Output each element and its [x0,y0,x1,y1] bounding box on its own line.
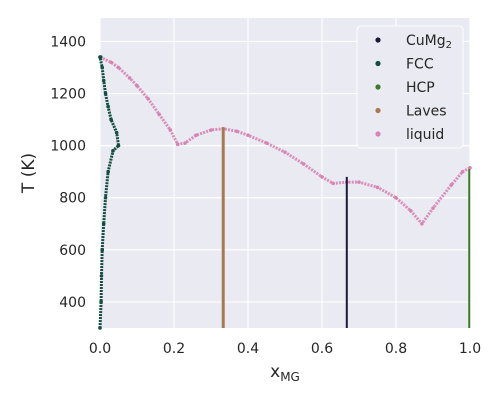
legend-label: FCC [406,57,434,73]
data-point-fcc [116,143,121,148]
legend-marker [375,107,381,114]
y-tick-labels: 400 600 800 1000 1200 1400 [50,34,86,311]
legend-marker [375,37,381,43]
data-series [98,55,472,330]
legend-box [356,25,464,149]
data-point-liquid [431,206,435,210]
data-point-liquid [320,175,324,179]
data-point-fcc [103,91,108,96]
y-tick-label: 1200 [50,87,86,103]
fcc-curve [98,55,120,329]
data-point-fcc [109,117,113,122]
legend-label-main: liquid [406,127,444,143]
legend-label: Laves [406,104,447,120]
data-point-fcc [98,326,102,330]
data-point-liquid [301,162,306,166]
data-point-fcc [103,195,108,200]
data-point-liquid [409,208,413,213]
y-tick-label: 600 [59,243,86,259]
x-tick-label: 0.2 [163,341,185,357]
data-point-liquid [146,96,150,101]
data-point-liquid [175,142,180,147]
data-point-liquid [468,165,472,170]
data-point-liquid [157,112,161,117]
data-point-liquid [183,141,187,145]
data-point-liquid [109,60,113,65]
data-point-liquid [209,128,213,132]
liquidus-curve [99,55,471,226]
data-point-liquid [420,221,424,226]
data-point-liquid [460,169,465,174]
x-tick-label: 1.0 [459,341,481,357]
data-point-liquid [357,180,361,184]
data-point-liquid [331,181,335,186]
x-axis-label-sub: MG [280,370,300,384]
data-point-liquid [235,129,239,134]
data-point-liquid [264,141,269,145]
legend-marker [375,60,381,67]
data-point-liquid [135,83,139,88]
y-tick-label: 1000 [50,139,86,155]
legend-label: HCP [406,80,435,96]
data-point-liquid [127,76,132,80]
data-point-fcc [101,78,106,83]
data-point-liquid [168,128,173,132]
data-point-liquid [375,185,380,190]
y-axis-label: T (K) [19,153,39,194]
data-point-fcc [100,248,105,252]
x-axis-label-main: x [270,362,280,382]
legend-marker [375,131,381,137]
x-tick-label: 0.6 [311,341,333,357]
data-point-fcc [99,300,103,304]
y-tick-label: 800 [59,191,86,207]
legend-marker [375,84,381,90]
data-point-fcc [101,221,106,226]
y-tick-label: 400 [59,295,86,311]
legend-label: CuMg2 [406,33,452,51]
data-point-fcc [106,104,110,109]
legend-label: liquid [406,127,444,143]
data-point-liquid [116,65,121,70]
x-tick-label: 0.4 [237,341,259,357]
legend-label-sub: 2 [446,40,452,51]
data-point-liquid [246,133,250,138]
series-liquid [98,55,472,226]
legend: CuMg2 FCC HCP Laves liquid [356,25,464,149]
data-point-fcc [114,130,119,135]
x-tick-label: 0.8 [385,341,407,357]
legend-label-main: FCC [406,57,434,73]
legend-label-main: HCP [406,80,435,96]
data-point-liquid [283,150,287,154]
data-point-fcc [100,65,105,70]
x-tick-label: 0.0 [89,341,111,357]
y-tick-label: 1400 [50,34,86,50]
series-fcc [98,55,121,330]
legend-label-main: Laves [406,104,447,120]
data-point-liquid [449,182,454,187]
x-axis-label: xMG [270,362,300,384]
data-point-liquid [394,195,398,200]
x-tick-labels: 0.0 0.2 0.4 0.6 0.8 1.0 [89,341,481,357]
data-point-fcc [106,169,110,174]
data-point-fcc [111,149,115,153]
data-point-liquid [194,133,198,138]
data-point-fcc [99,274,104,278]
data-point-fcc [98,55,103,59]
legend-label-main: CuMg [406,33,446,49]
